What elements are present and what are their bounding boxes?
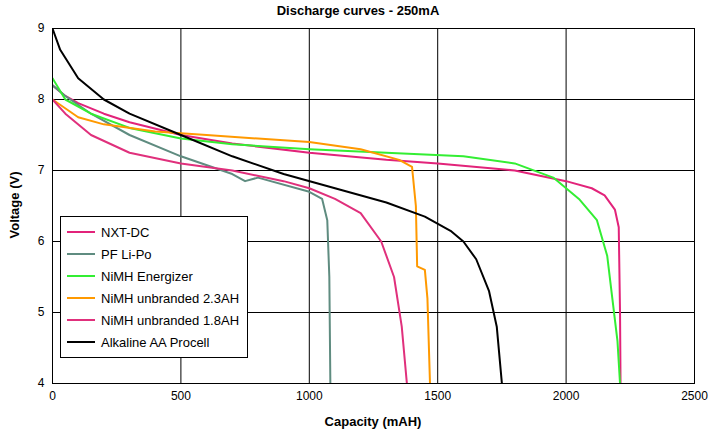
html-text:NXT-DC: NXT-DC: [101, 224, 150, 240]
svg-text:2000: 2000: [553, 389, 580, 403]
html-text:Alkaline AA Procell: Alkaline AA Procell: [101, 334, 210, 350]
svg-text:500: 500: [171, 389, 191, 403]
html-text:NiMH unbranded 2.3AH: NiMH unbranded 2.3AH: [101, 290, 239, 306]
svg-text:1500: 1500: [424, 389, 451, 403]
svg-text:7: 7: [38, 163, 45, 177]
html-text:Capacity (mAH): Capacity (mAH): [324, 414, 422, 429]
svg-text:6: 6: [38, 234, 45, 248]
html-text:NiMH unbranded 1.8AH: NiMH unbranded 1.8AH: [101, 312, 239, 328]
html-text:PF Li-Po: PF Li-Po: [101, 246, 152, 262]
svg-text:4: 4: [38, 376, 45, 390]
svg-text:1000: 1000: [296, 389, 323, 403]
svg-text:2500: 2500: [681, 389, 708, 403]
svg-text:9: 9: [38, 22, 45, 35]
html-text:Discharge curves - 250mA: Discharge curves - 250mA: [276, 3, 440, 18]
svg-text:0: 0: [49, 389, 56, 403]
svg-text:8: 8: [38, 92, 45, 106]
svg-text:5: 5: [38, 305, 45, 319]
html-text:NiMH Energizer: NiMH Energizer: [101, 268, 193, 284]
html-text:Voltage (V): Voltage (V): [6, 171, 22, 239]
